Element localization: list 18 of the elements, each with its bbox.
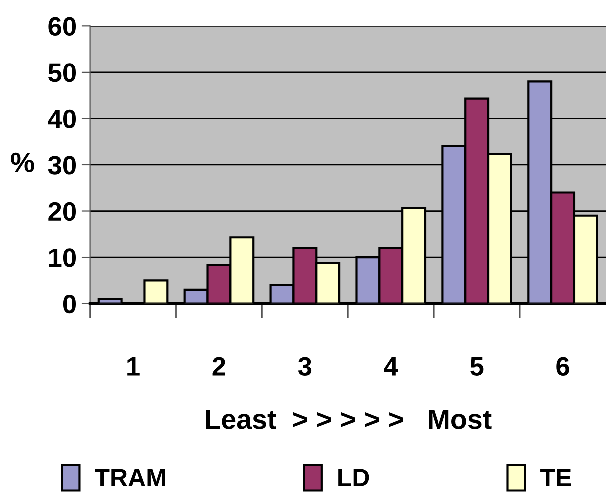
y-tick-label: 10 <box>49 248 76 268</box>
x-tick-label: 1 <box>128 358 140 376</box>
x-tick-label: 2 <box>212 357 226 376</box>
legend-label: TE <box>540 469 572 486</box>
y-tick-label: 20 <box>48 202 76 222</box>
x-axis-title: Least > > > > > Most <box>206 410 492 430</box>
x-tick-label: 6 <box>556 357 570 376</box>
x-tick-label: 3 <box>298 357 312 376</box>
x-tick-label: 5 <box>470 358 484 376</box>
y-tick-label: 40 <box>48 110 76 129</box>
x-tick-label: 4 <box>384 358 398 376</box>
legend-label: TRAM <box>95 469 166 486</box>
y-tick-label: 50 <box>48 64 76 82</box>
y-axis-title: % <box>11 152 34 172</box>
y-tick-label: 30 <box>48 156 76 175</box>
y-tick-label: 0 <box>63 294 76 314</box>
legend-label: LD <box>338 469 370 486</box>
y-tick-label: 60 <box>48 17 76 36</box>
